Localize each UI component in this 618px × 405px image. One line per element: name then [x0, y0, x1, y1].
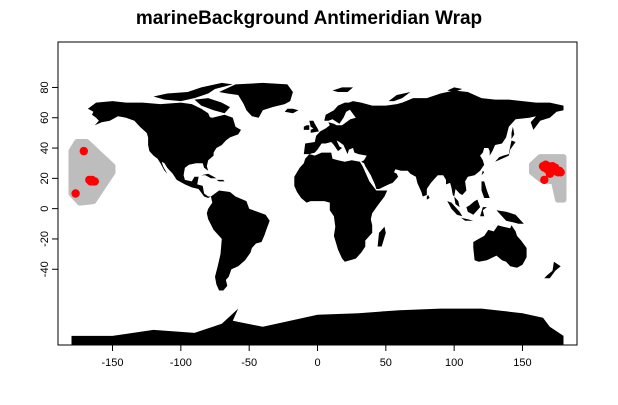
- land-severnaya: [447, 87, 463, 92]
- land-eurasia: [303, 90, 564, 208]
- land-north-america: [87, 101, 242, 198]
- land-sakhalin: [511, 126, 515, 139]
- y-tick-label: 80: [39, 81, 51, 93]
- land-scandinavia: [324, 102, 356, 124]
- land-south-america: [206, 190, 270, 291]
- y-axis: -40 -20 0 20 40 60 80: [39, 81, 59, 277]
- land-iceland: [284, 108, 299, 114]
- land-ireland: [303, 125, 310, 130]
- y-tick-label: 40: [39, 142, 51, 154]
- occurrence-point: [545, 169, 554, 178]
- land-africa: [294, 152, 388, 262]
- land-baffin: [194, 98, 230, 114]
- land-sri-lanka: [426, 195, 430, 200]
- y-tick-label: 20: [39, 172, 51, 184]
- land-new-zealand: [544, 261, 561, 279]
- x-tick-label: 50: [380, 357, 392, 369]
- occurrence-point: [79, 146, 89, 156]
- land-sumatra: [447, 201, 463, 217]
- world-landmass: [71, 82, 564, 345]
- land-sulawesi: [480, 207, 487, 217]
- land-antarctica: [71, 308, 564, 345]
- y-tick-label: 0: [39, 206, 51, 212]
- land-arctic-islands: [153, 82, 233, 102]
- land-arabia: [365, 161, 397, 189]
- x-tick-label: 100: [445, 357, 463, 369]
- land-greenland: [219, 82, 293, 118]
- land-cuba: [201, 173, 217, 179]
- x-axis: -150 -100 -50 0 50 100 150: [102, 344, 532, 369]
- y-tick-label: -20: [39, 231, 51, 247]
- occurrence-point: [90, 177, 100, 186]
- occurrence-point: [540, 175, 549, 185]
- land-philippines: [481, 181, 490, 198]
- x-tick-label: -150: [102, 357, 124, 369]
- occurrence-point: [71, 189, 80, 198]
- x-tick-label: -100: [170, 357, 192, 369]
- y-tick-label: 60: [39, 112, 51, 124]
- land-borneo: [466, 199, 481, 215]
- occurrence-points: [71, 146, 565, 198]
- land-uk: [309, 120, 319, 133]
- land-java: [461, 217, 474, 221]
- land-hispaniola: [216, 179, 225, 182]
- land-svalbard: [332, 87, 353, 92]
- land-australia: [473, 225, 527, 268]
- y-tick-label: -40: [39, 261, 51, 277]
- x-tick-label: -50: [241, 357, 257, 369]
- land-novaya-zemlya: [388, 92, 411, 102]
- x-tick-label: 0: [314, 357, 320, 369]
- land-new-guinea: [496, 210, 524, 224]
- land-japan: [495, 140, 516, 162]
- occurrence-point: [556, 168, 565, 177]
- chart-title: marineBackground Antimeridian Wrap: [135, 8, 483, 29]
- land-madagascar: [377, 226, 386, 247]
- background-region-1: [68, 139, 116, 206]
- land-taiwan: [481, 170, 485, 176]
- x-tick-label: 150: [513, 357, 531, 369]
